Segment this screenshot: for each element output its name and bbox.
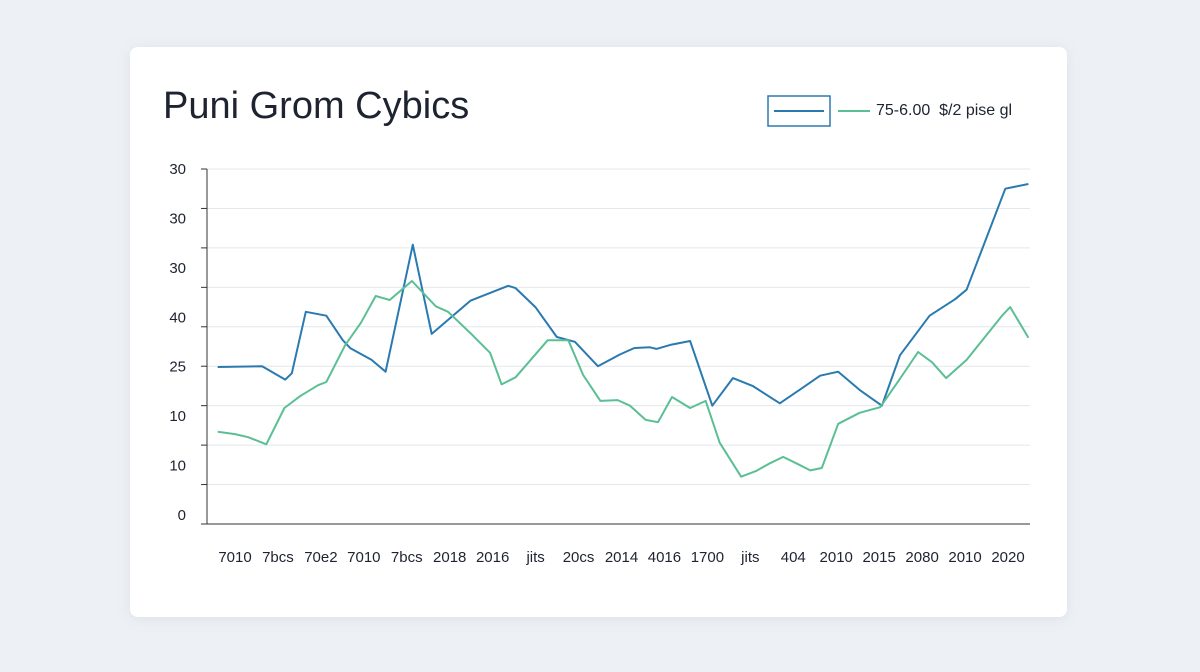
x-tick-label: 7010 xyxy=(347,549,380,566)
x-tick-label: 2018 xyxy=(433,549,466,566)
y-tick-label: 30 xyxy=(169,260,186,277)
legend-label: 75-6.00 $/2 pise gl xyxy=(876,102,1012,119)
y-tick-label: 10 xyxy=(169,408,186,425)
y-tick-label: 0 xyxy=(178,507,186,524)
x-tick-label: 2010 xyxy=(820,549,853,566)
x-tick-label: 7010 xyxy=(218,549,251,566)
x-tick-label: 7bcs xyxy=(262,549,294,566)
y-tick-label: 30 xyxy=(169,210,186,227)
x-tick-label: jits xyxy=(525,549,544,566)
x-tick-label: 4016 xyxy=(648,549,681,566)
y-tick-label: 40 xyxy=(169,309,186,326)
x-tick-label: 2015 xyxy=(862,549,895,566)
x-tick-label: 2010 xyxy=(948,549,981,566)
x-tick-label: 70e2 xyxy=(304,549,337,566)
x-tick-label: 2020 xyxy=(991,549,1024,566)
x-tick-label: 2080 xyxy=(905,549,938,566)
legend-box xyxy=(767,95,831,127)
y-tick-label: 25 xyxy=(169,359,186,376)
x-tick-label: 2016 xyxy=(476,549,509,566)
card xyxy=(130,47,1067,617)
chart-title: Puni Grom Cybics xyxy=(163,85,469,127)
x-tick-label: 20cs xyxy=(563,549,595,566)
x-tick-label: 1700 xyxy=(691,549,724,566)
x-tick-label: 404 xyxy=(781,549,806,566)
series-line xyxy=(217,280,1030,478)
x-tick-label: 7bcs xyxy=(391,549,423,566)
x-tick-label: 2014 xyxy=(605,549,638,566)
y-tick-label: 10 xyxy=(169,458,186,475)
y-tick-label: 30 xyxy=(169,161,186,178)
x-tick-label: jits xyxy=(740,549,759,566)
